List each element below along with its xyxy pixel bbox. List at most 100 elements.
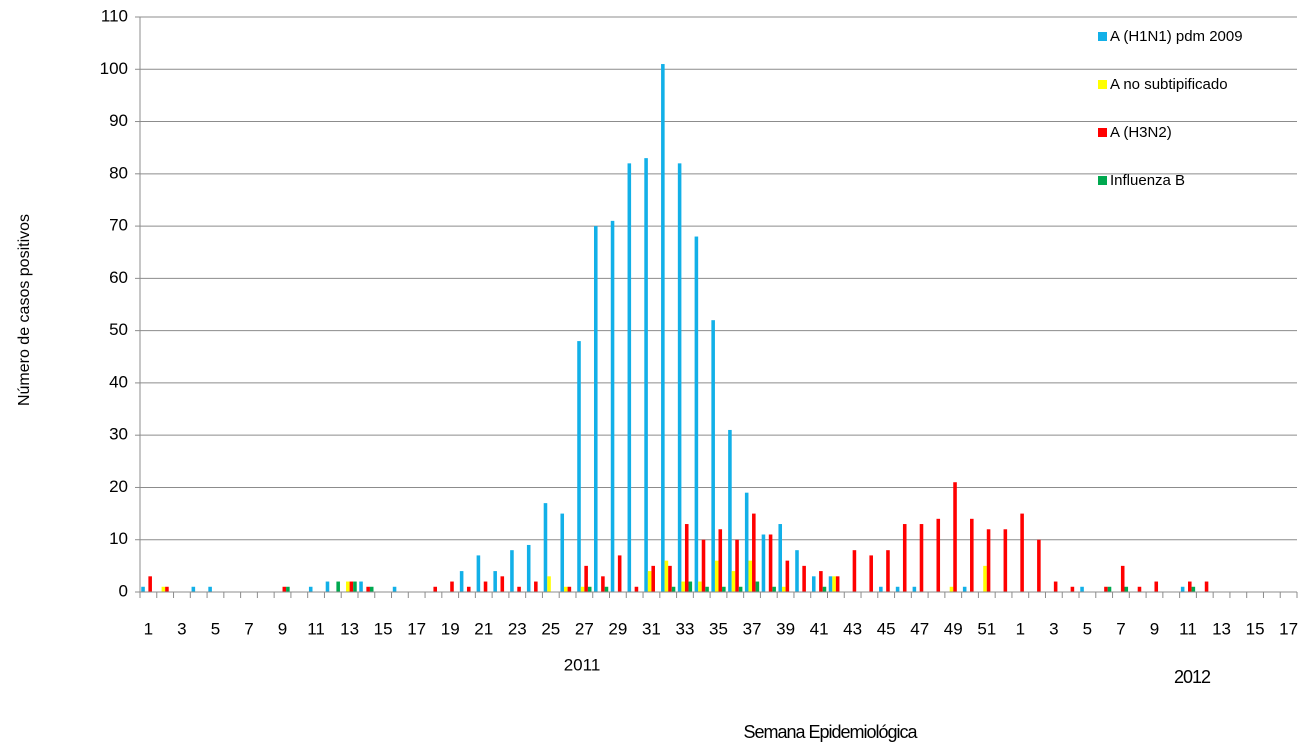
y-tick-label: 40 — [109, 372, 128, 391]
x-tick-label: 31 — [642, 619, 661, 638]
x-tick-label: 21 — [474, 619, 493, 638]
legend-label: A no subtipificado — [1110, 76, 1228, 93]
bar — [902, 524, 907, 592]
x-tick-label: 5 — [211, 619, 220, 638]
bar — [738, 586, 743, 592]
bar — [286, 586, 290, 592]
x-tick-label: 33 — [676, 619, 695, 638]
x-tick-label: 45 — [877, 619, 896, 638]
bar — [148, 576, 152, 592]
bar — [560, 513, 565, 592]
bar — [795, 550, 799, 592]
bar — [580, 586, 585, 592]
y-tick-label: 0 — [119, 581, 128, 600]
x-tick-label: 27 — [575, 619, 594, 638]
bar — [1107, 586, 1112, 592]
bar — [936, 518, 941, 592]
bar — [543, 503, 548, 592]
bar — [811, 576, 816, 592]
x-tick-label: 7 — [244, 619, 253, 638]
bar — [651, 565, 655, 592]
bar — [366, 586, 370, 592]
bar — [802, 565, 806, 592]
bar — [191, 586, 196, 592]
bar — [735, 539, 739, 592]
y-tick-label: 90 — [109, 111, 128, 130]
x-tick-label: 37 — [743, 619, 762, 638]
bar — [1154, 581, 1159, 592]
x-tick-label: 1 — [144, 619, 153, 638]
bar — [534, 581, 538, 592]
bar — [353, 581, 357, 592]
x-tick-label: 9 — [1150, 619, 1159, 638]
bar — [604, 586, 609, 592]
bar — [698, 581, 702, 592]
year-label: 2011 — [564, 655, 601, 674]
bar — [681, 581, 685, 592]
x-tick-label: 3 — [177, 619, 186, 638]
bar — [493, 571, 497, 592]
bar — [718, 529, 723, 592]
x-tick-label: 9 — [278, 619, 287, 638]
bar — [165, 586, 169, 592]
x-tick-label: 5 — [1083, 619, 1092, 638]
bar — [644, 158, 648, 593]
bar — [677, 163, 682, 592]
bar — [587, 586, 592, 592]
x-tick-label: 15 — [1246, 619, 1265, 638]
bar — [782, 586, 786, 592]
bar — [634, 586, 639, 592]
bar — [141, 586, 145, 592]
bar — [852, 550, 857, 592]
y-axis-title: Número de casos positivos — [16, 214, 33, 406]
bar — [1104, 586, 1108, 592]
bar — [1188, 581, 1192, 592]
bar — [785, 560, 790, 592]
bar — [517, 586, 521, 592]
bar — [577, 341, 581, 592]
x-tick-label: 23 — [508, 619, 527, 638]
bar — [593, 226, 598, 592]
bar — [500, 576, 505, 592]
bar — [369, 586, 374, 592]
bar — [970, 518, 974, 592]
bar — [161, 586, 166, 592]
x-tick-label: 1 — [1016, 619, 1025, 638]
x-tick-label: 47 — [910, 619, 929, 638]
x-tick-label: 43 — [843, 619, 862, 638]
bar — [325, 581, 330, 592]
x-tick-label: 7 — [1116, 619, 1125, 638]
x-tick-label: 15 — [374, 619, 393, 638]
bar — [627, 163, 632, 592]
bar — [694, 236, 699, 592]
x-tick-label: 17 — [1279, 619, 1298, 638]
bar — [731, 571, 736, 592]
x-tick-label: 49 — [944, 619, 963, 638]
y-tick-label: 10 — [109, 529, 128, 548]
legend-label: Influenza B — [1110, 172, 1185, 189]
bar — [761, 534, 766, 592]
bar — [459, 571, 464, 592]
y-tick-label: 80 — [109, 163, 128, 182]
x-tick-label: 11 — [1179, 619, 1197, 638]
bar — [661, 64, 665, 592]
bar — [510, 550, 514, 592]
bar — [346, 581, 350, 592]
x-tick-label: 11 — [307, 619, 325, 638]
bar — [986, 529, 991, 592]
bar — [1080, 586, 1084, 592]
bar — [912, 586, 917, 592]
legend-label: A (H3N2) — [1110, 124, 1172, 141]
legend-swatch — [1098, 128, 1107, 137]
bar — [567, 586, 572, 592]
bar — [208, 586, 212, 592]
y-tick-label: 60 — [109, 268, 128, 287]
bar — [308, 586, 313, 592]
bar — [466, 586, 471, 592]
bar — [895, 586, 900, 592]
bar — [1180, 586, 1185, 592]
bar — [869, 555, 873, 592]
bar — [450, 581, 454, 592]
bar — [755, 581, 760, 592]
bar — [668, 565, 672, 592]
